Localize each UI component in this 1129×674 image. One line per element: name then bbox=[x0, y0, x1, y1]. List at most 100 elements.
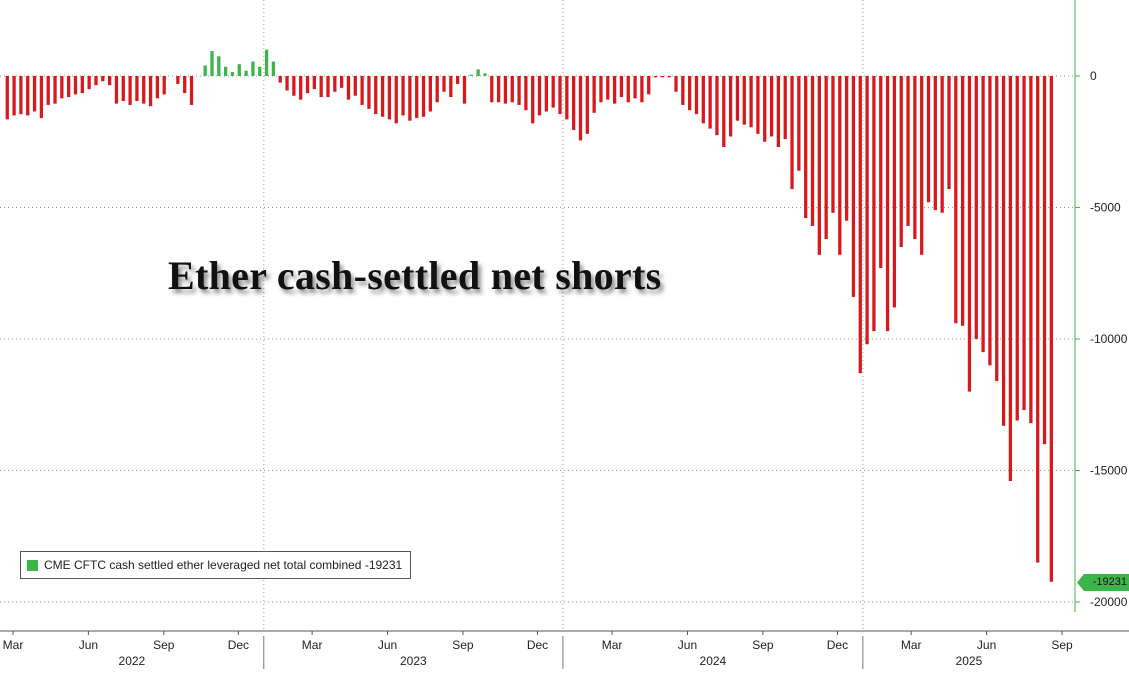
bar bbox=[319, 76, 323, 98]
bar bbox=[60, 76, 64, 99]
bar bbox=[333, 76, 337, 92]
bar bbox=[558, 76, 562, 115]
bar bbox=[258, 66, 262, 76]
bar bbox=[728, 76, 733, 137]
bar bbox=[1015, 76, 1019, 421]
bar bbox=[804, 76, 808, 219]
bar bbox=[46, 76, 50, 105]
bar bbox=[933, 76, 937, 211]
bar bbox=[32, 76, 37, 112]
bar bbox=[183, 76, 187, 94]
bar bbox=[39, 76, 44, 119]
bar bbox=[674, 76, 678, 92]
bar bbox=[647, 76, 651, 95]
bar bbox=[844, 76, 849, 221]
bar bbox=[988, 76, 992, 366]
year-label: 2025 bbox=[956, 654, 983, 668]
bar bbox=[264, 49, 269, 76]
bar bbox=[906, 76, 910, 226]
bar bbox=[810, 76, 815, 226]
bar bbox=[537, 76, 542, 116]
legend: CME CFTC cash settled ether leveraged ne… bbox=[20, 551, 412, 579]
x-tick-label: Sep bbox=[153, 638, 175, 652]
y-tick-label: -5000 bbox=[1090, 201, 1121, 215]
bar bbox=[995, 76, 999, 382]
bar bbox=[401, 76, 405, 116]
bar bbox=[87, 76, 91, 90]
bar bbox=[947, 76, 951, 190]
x-tick-label: Mar bbox=[602, 638, 623, 652]
legend-label: CME CFTC cash settled ether leveraged ne… bbox=[44, 558, 403, 572]
bar bbox=[305, 76, 310, 94]
bar bbox=[128, 76, 132, 105]
bar bbox=[742, 76, 746, 125]
bar bbox=[899, 76, 903, 247]
bar bbox=[442, 76, 446, 92]
bar bbox=[633, 76, 637, 99]
bar bbox=[722, 76, 726, 148]
bar bbox=[510, 76, 514, 103]
bar bbox=[26, 76, 30, 116]
bar bbox=[599, 76, 603, 103]
bar bbox=[913, 76, 917, 240]
bar bbox=[408, 76, 412, 121]
bar bbox=[449, 76, 453, 98]
bar bbox=[380, 76, 385, 117]
bar bbox=[544, 76, 549, 112]
bar bbox=[619, 76, 624, 98]
bar bbox=[237, 64, 241, 76]
bar bbox=[892, 76, 897, 308]
bar bbox=[681, 76, 685, 105]
bar bbox=[974, 76, 978, 339]
bars-layer bbox=[5, 49, 1053, 582]
bar bbox=[865, 76, 869, 345]
bar bbox=[142, 76, 146, 104]
x-tick-label: Mar bbox=[3, 638, 24, 652]
bar bbox=[421, 76, 426, 117]
bar bbox=[517, 76, 521, 105]
bar bbox=[469, 74, 473, 76]
bar bbox=[312, 76, 316, 90]
bar bbox=[1049, 76, 1053, 582]
bar bbox=[476, 69, 480, 76]
bar bbox=[503, 76, 508, 104]
bar bbox=[101, 76, 105, 82]
x-tick-label: Sep bbox=[1051, 638, 1073, 652]
x-tick-label: Sep bbox=[452, 638, 474, 652]
bar bbox=[67, 76, 71, 98]
bar bbox=[612, 76, 617, 104]
bar bbox=[292, 76, 296, 96]
bar bbox=[783, 76, 787, 140]
bar bbox=[626, 76, 630, 103]
year-label: 2023 bbox=[400, 654, 427, 668]
bar bbox=[162, 76, 166, 95]
year-label: 2024 bbox=[700, 654, 727, 668]
bar bbox=[483, 73, 487, 76]
bar bbox=[831, 76, 835, 213]
bar bbox=[735, 76, 740, 121]
bar bbox=[879, 76, 883, 268]
bar bbox=[176, 76, 180, 84]
bar bbox=[578, 76, 583, 141]
x-tick-label: Jun bbox=[79, 638, 98, 652]
bar bbox=[797, 76, 801, 171]
bar bbox=[415, 76, 419, 119]
bar bbox=[926, 76, 931, 203]
bar bbox=[374, 76, 378, 115]
x-tick-label: Mar bbox=[302, 638, 323, 652]
bar bbox=[244, 70, 248, 76]
bar bbox=[189, 76, 194, 105]
bar bbox=[121, 76, 125, 101]
bar bbox=[223, 66, 228, 76]
bar bbox=[230, 72, 235, 76]
y-tick-label: 0 bbox=[1090, 69, 1097, 83]
bar bbox=[824, 76, 828, 240]
bar bbox=[251, 61, 255, 76]
bar bbox=[769, 76, 774, 137]
grid-layer bbox=[0, 0, 1074, 631]
bar bbox=[954, 76, 958, 324]
y-tick-label: -20000 bbox=[1090, 595, 1128, 609]
bar bbox=[360, 76, 364, 105]
bar bbox=[490, 76, 494, 103]
bar bbox=[353, 76, 357, 96]
